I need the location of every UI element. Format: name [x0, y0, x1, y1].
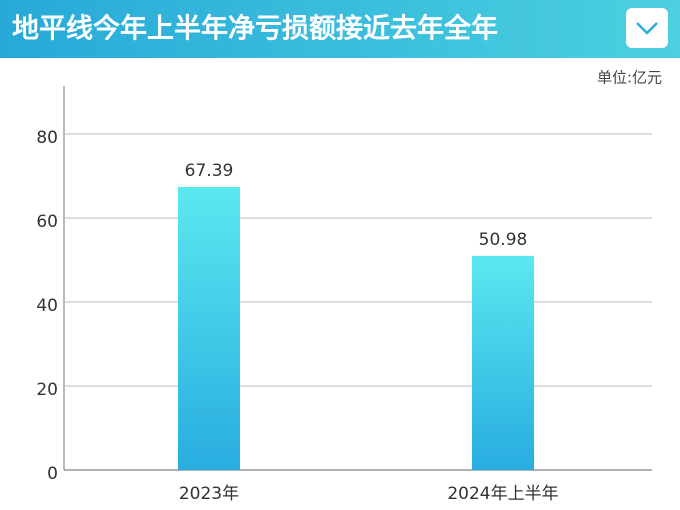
- chart-title: 地平线今年上半年净亏损额接近去年全年: [12, 13, 498, 45]
- y-tick-label: 40: [36, 296, 58, 316]
- y-tick-label: 0: [47, 464, 58, 484]
- x-tick-label: 2024年上半年: [447, 484, 558, 504]
- y-tick-label: 20: [36, 380, 58, 400]
- dropdown-icon[interactable]: [626, 8, 668, 48]
- value-label: 67.39: [185, 161, 234, 181]
- y-tick-label: 60: [36, 212, 58, 232]
- y-tick-label: 80: [36, 128, 58, 148]
- header-bar: [0, 0, 680, 58]
- x-tick-label: 2023年: [179, 484, 239, 504]
- bar: [178, 186, 240, 470]
- bar: [472, 255, 534, 470]
- unit-label: 单位:亿元: [597, 69, 662, 87]
- value-label: 50.98: [479, 230, 528, 250]
